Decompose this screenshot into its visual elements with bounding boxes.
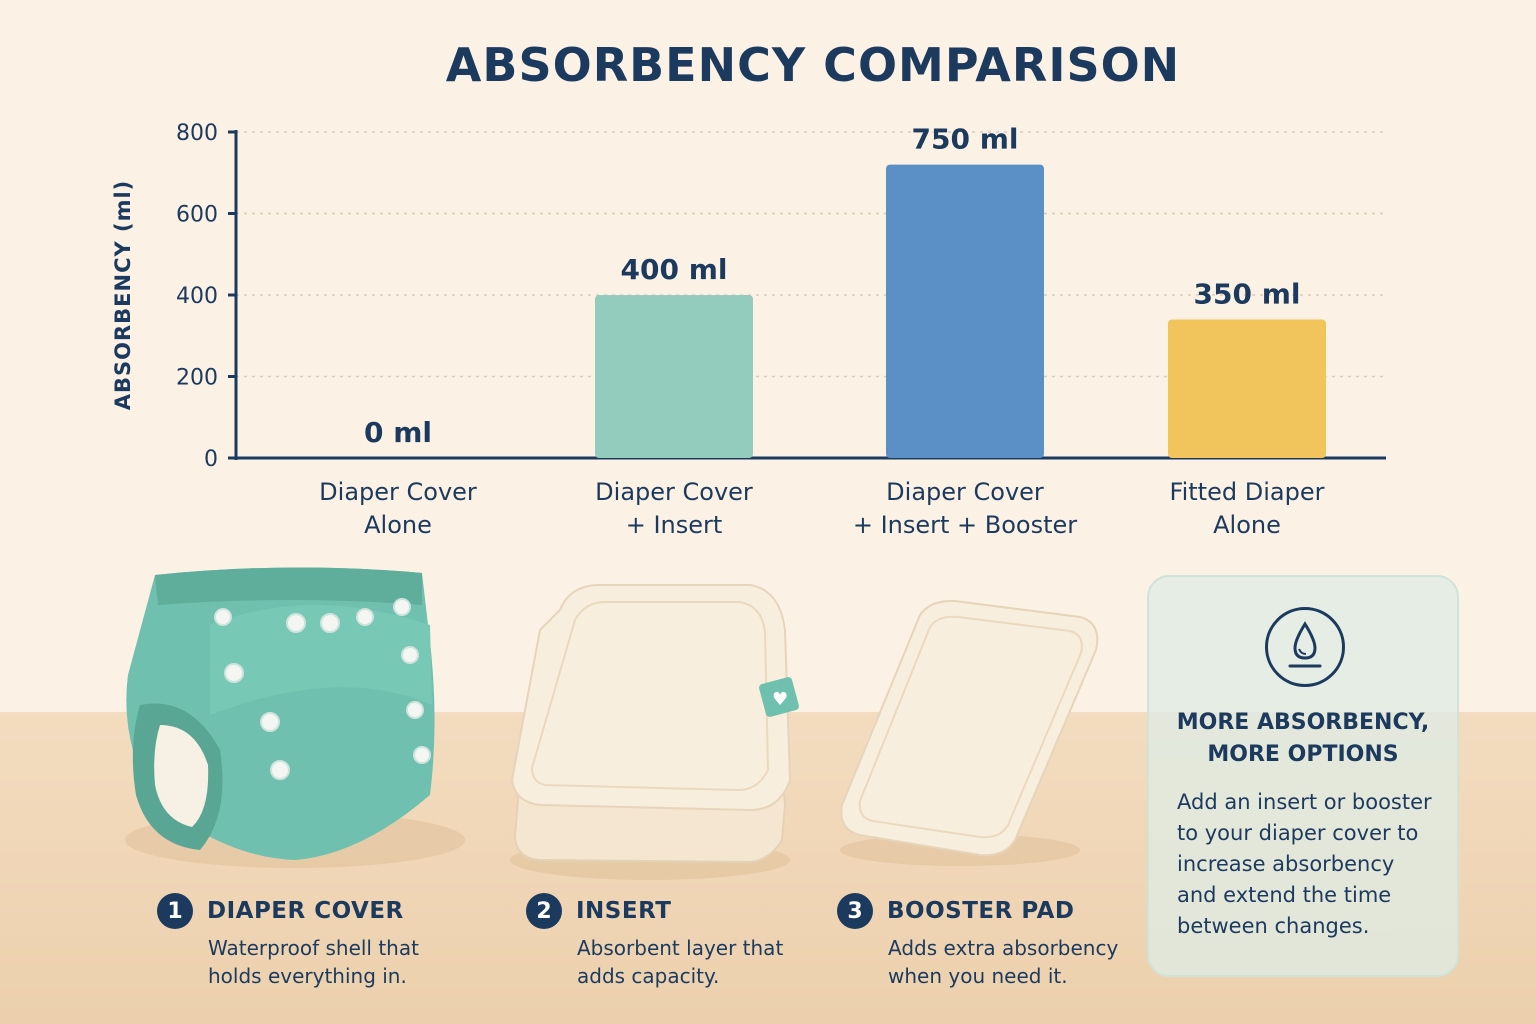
y-tick-label: 0: [204, 447, 218, 472]
description-line: adds capacity.: [577, 964, 720, 988]
y-axis-label: ABSORBENCY (ml): [111, 180, 135, 411]
product-1-description: Waterproof shell that holds everything i…: [208, 934, 419, 990]
bar: [886, 164, 1044, 458]
y-ticks: 0 200 400 600 800: [176, 121, 236, 472]
description-line: Adds extra absorbency: [888, 936, 1119, 960]
y-tick-label: 400: [176, 284, 218, 309]
svg-text:♥: ♥: [772, 689, 788, 710]
product-3-heading: 3 BOOSTER PAD: [837, 893, 1074, 929]
category-label: Diaper Cover: [886, 478, 1044, 506]
bar-chart: ABSORBENCY (ml) 0 200 400 600 800 0 ml 400 ml…: [111, 121, 1386, 539]
insert-illustration: ♥: [510, 584, 799, 880]
value-label: 400 ml: [621, 253, 728, 286]
category-label: Alone: [364, 511, 432, 539]
category-labels: Diaper Cover Alone Diaper Cover + Insert Dia…: [319, 478, 1324, 539]
description-line: Absorbent layer that: [577, 936, 784, 960]
y-tick-label: 600: [176, 203, 218, 228]
category-label: Diaper Cover: [319, 478, 477, 506]
value-label: 350 ml: [1194, 277, 1301, 310]
y-tick-label: 200: [176, 366, 218, 391]
product-name: INSERT: [576, 898, 672, 924]
booster-pad-illustration: [840, 599, 1099, 866]
category-label: Diaper Cover: [595, 478, 753, 506]
product-2-heading: 2 INSERT: [526, 893, 671, 929]
description-line: Waterproof shell that: [208, 936, 419, 960]
product-name: DIAPER COVER: [207, 898, 404, 924]
y-tick-label: 800: [176, 121, 218, 146]
number-badge: 2: [526, 893, 562, 929]
bar: [1168, 319, 1326, 458]
category-label: + Insert: [626, 511, 723, 539]
description-line: holds everything in.: [208, 964, 407, 988]
description-line: when you need it.: [888, 964, 1068, 988]
info-card: MORE ABSORBENCY, MORE OPTIONS Add an ins…: [1147, 575, 1459, 977]
product-3-description: Adds extra absorbency when you need it.: [888, 934, 1118, 990]
category-label: Alone: [1213, 511, 1281, 539]
bar: [595, 295, 753, 458]
chart-title: ABSORBENCY COMPARISON: [445, 38, 1181, 92]
category-label: Fitted Diaper: [1170, 478, 1325, 506]
info-card-title-line: MORE OPTIONS: [1207, 742, 1399, 767]
bars: [595, 164, 1326, 458]
info-card-title-line: MORE ABSORBENCY,: [1176, 710, 1430, 735]
number-badge: 1: [157, 893, 193, 929]
diaper-cover-illustration: [125, 567, 465, 868]
value-labels: 0 ml 400 ml 750 ml 350 ml: [364, 123, 1300, 449]
category-label: + Insert + Booster: [853, 511, 1077, 539]
number-badge: 3: [837, 893, 873, 929]
info-card-text: Add an insert or booster to your diaper …: [1177, 790, 1432, 938]
water-drop-icon: [1265, 607, 1345, 687]
value-label: 750 ml: [912, 123, 1019, 156]
product-2-description: Absorbent layer that adds capacity.: [577, 934, 783, 990]
value-label: 0 ml: [364, 416, 432, 449]
product-1-heading: 1 DIAPER COVER: [157, 893, 404, 929]
water-drop-icon-graphic: [1288, 621, 1322, 668]
product-name: BOOSTER PAD: [887, 898, 1075, 924]
info-card-title: MORE ABSORBENCY, MORE OPTIONS: [1149, 707, 1457, 771]
